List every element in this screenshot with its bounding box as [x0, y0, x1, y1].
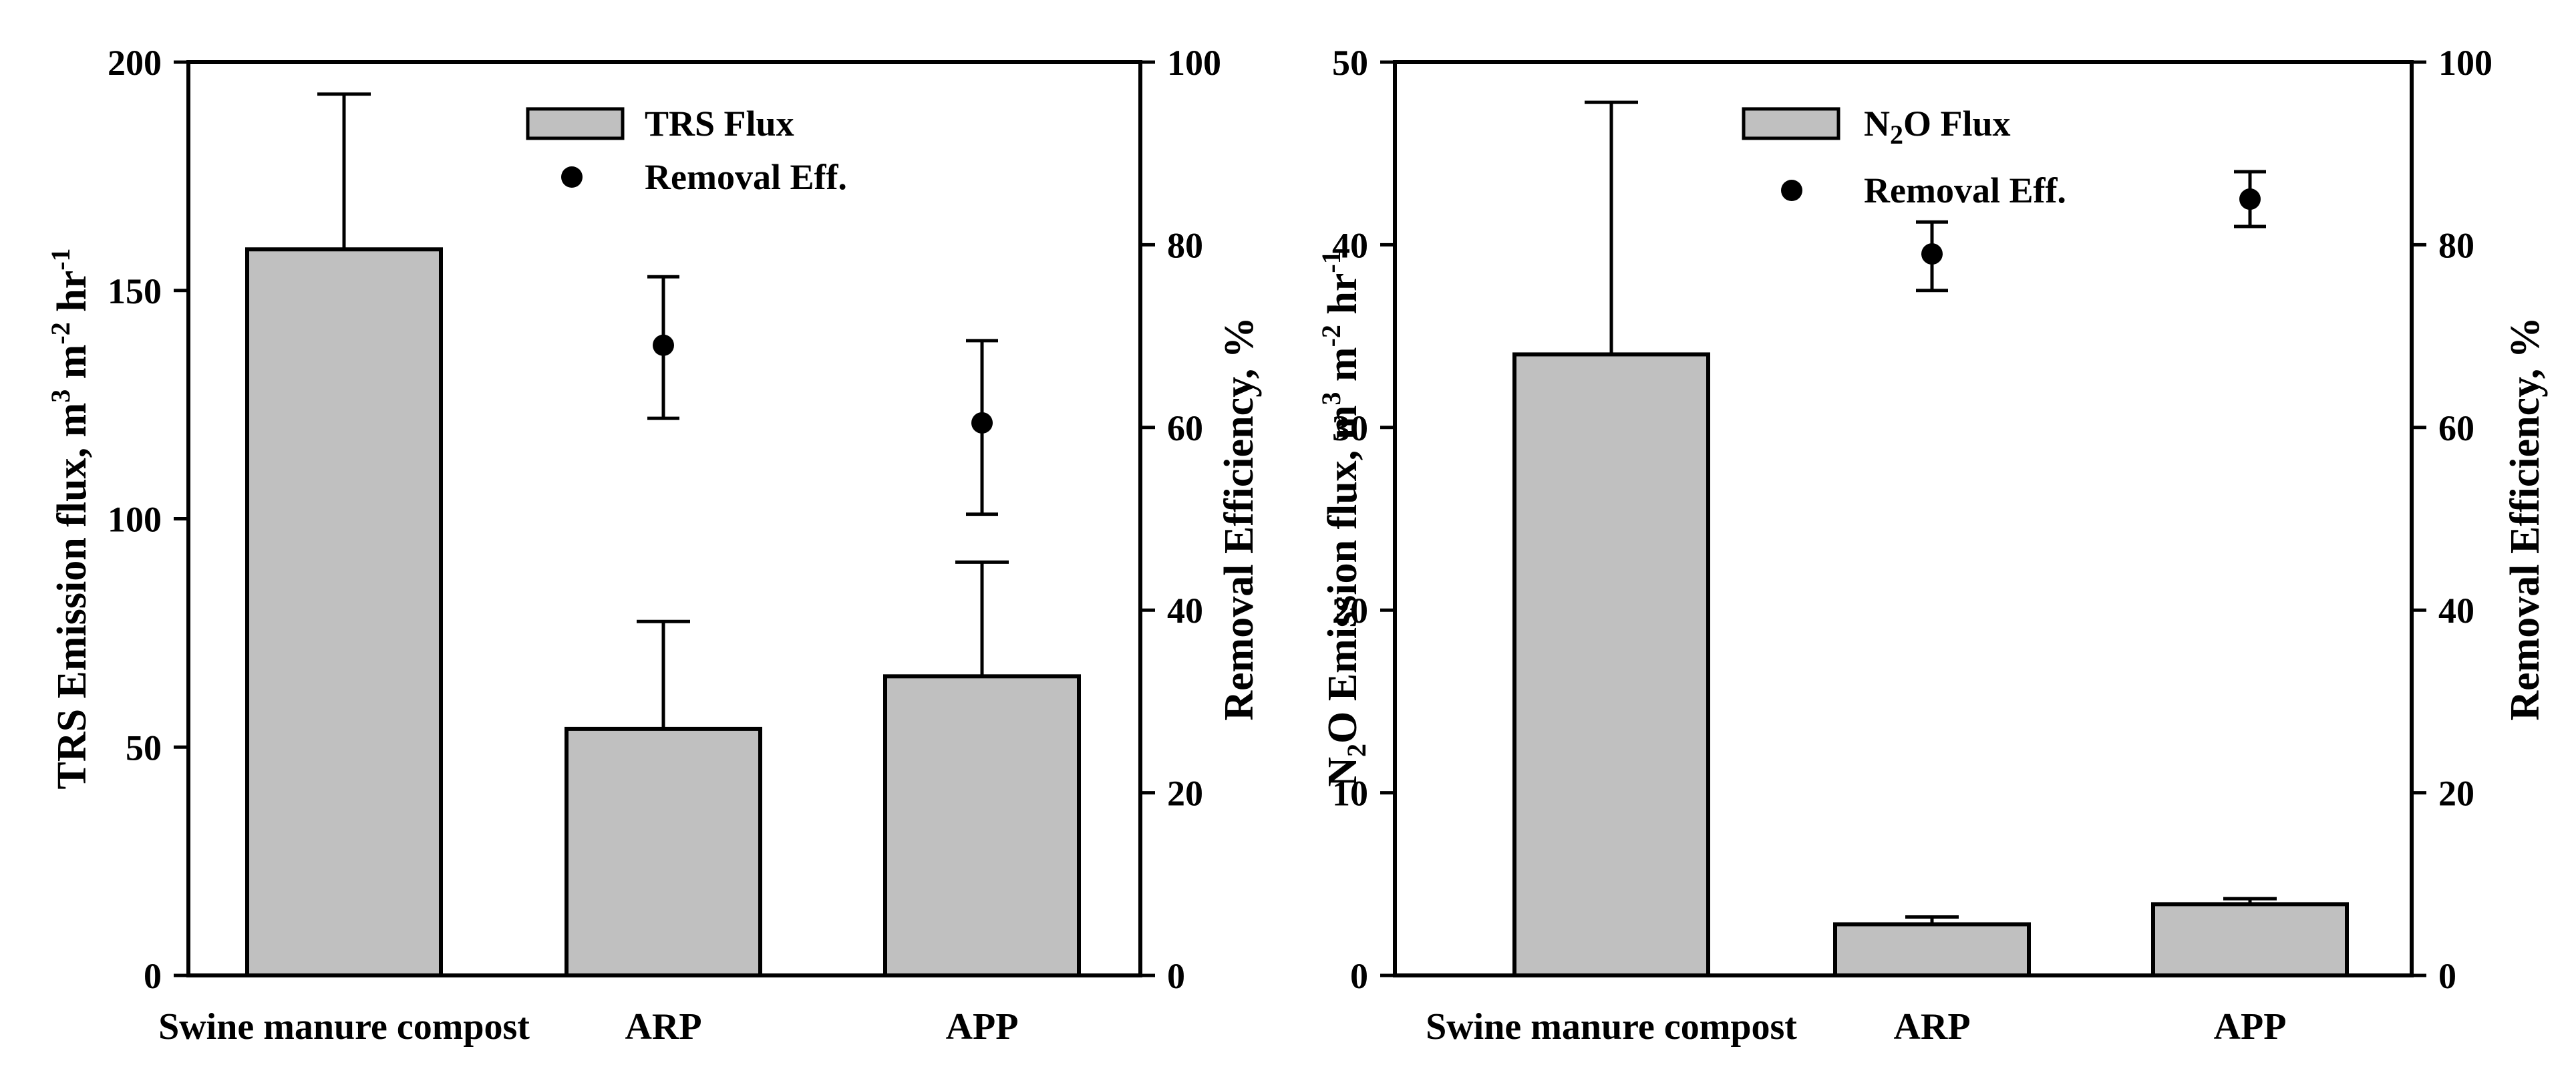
legend-bar-sub: 2: [1890, 120, 1903, 150]
y2-tick-label: 80: [1167, 225, 1203, 265]
y-label-main: TRS Emission flux, m: [49, 403, 95, 790]
legend-bar-swatch: [526, 107, 625, 140]
panel-1: 0 50 100 150 200 0 20 40 60 80 100 Swine manure com…: [45, 43, 1262, 1048]
y-label-sup: 3: [45, 390, 75, 403]
bar-2: [565, 726, 762, 978]
y2-tick-label: 60: [1167, 408, 1203, 448]
legend-point-marker: [1781, 180, 1802, 201]
y2-tick-label: 20: [1167, 774, 1203, 814]
category-label: ARP: [625, 1006, 701, 1048]
legend-bar-post: O Flux: [1903, 104, 2011, 144]
bar-3: [883, 674, 1081, 977]
y-tick-label: 0: [144, 956, 162, 996]
y2-tick-label: 80: [2438, 225, 2474, 265]
y-tick-label: 30: [1332, 408, 1368, 448]
legend-bar-label: TRS Flux: [645, 104, 794, 144]
removal-point-2: [653, 334, 674, 356]
bar-3: [2151, 902, 2349, 978]
y2-tick-label: 100: [2438, 43, 2492, 83]
bar-1: [245, 247, 443, 977]
y-label-unit: hr: [1320, 273, 1365, 325]
removal-point-3: [2239, 188, 2261, 210]
y-label-sub: 2: [1341, 744, 1372, 757]
y-tick-label: 40: [1332, 225, 1368, 265]
y-label-sup: -2: [45, 322, 75, 344]
category-label: ARP: [1893, 1006, 1970, 1048]
y-tick-label: 20: [1332, 591, 1368, 631]
legend-point-label: Removal Eff.: [1864, 170, 2066, 210]
category-label: Swine manure compost: [158, 1006, 530, 1048]
y-label-unit: m: [49, 345, 95, 390]
legend-bar-pre: N: [1864, 104, 1890, 144]
category-label: APP: [946, 1006, 1019, 1048]
y2-tick-label: 0: [2438, 956, 2456, 996]
y-tick-label: 10: [1332, 774, 1368, 814]
y-tick-label: 200: [108, 43, 162, 83]
y2-tick-label: 0: [1167, 956, 1185, 996]
category-label: APP: [2214, 1006, 2287, 1048]
y-tick-label: 100: [108, 500, 162, 540]
y2-tick-label: 40: [2438, 591, 2474, 631]
y2-axis-label: Removal Efficiency, %: [1217, 317, 1262, 720]
y-tick-label: 0: [1350, 956, 1368, 996]
y-label-sup: -1: [45, 248, 75, 270]
y2-tick-label: 60: [2438, 408, 2474, 448]
y-label-unit: m: [1320, 347, 1365, 392]
y-axis-label: TRS Emission flux, m3 m-2 hr-1: [45, 248, 95, 789]
bar-2: [1833, 922, 2031, 977]
plot-frame: [1393, 60, 2414, 977]
y2-tick-label: 100: [1167, 43, 1221, 83]
y-label-sup: -2: [1316, 325, 1346, 347]
y-label-sup: 3: [1316, 392, 1346, 406]
legend-bar-label: N2O Flux: [1864, 104, 2011, 150]
y-tick-label: 50: [1332, 43, 1368, 83]
removal-point-2: [1921, 243, 1943, 265]
legend-bar-text: TRS Flux: [645, 104, 794, 144]
y-label-unit: hr: [49, 271, 95, 323]
category-label: Swine manure compost: [1426, 1006, 1797, 1048]
y2-axis-label: Removal Efficiency, %: [2503, 317, 2548, 720]
y-label-sup: -1: [1316, 251, 1346, 273]
y2-tick-label: 40: [1167, 591, 1203, 631]
y-label-main: O Emission flux, m: [1320, 406, 1365, 744]
legend-point-marker: [561, 166, 583, 188]
legend-point-label: Removal Eff.: [645, 157, 847, 197]
y-label-pre: N: [1320, 757, 1365, 787]
panel-2: 0 10 20 30 40 50 0 20 40 60 80 100 Swine manure comp…: [1316, 43, 2548, 1048]
legend-bar-swatch: [1742, 107, 1840, 140]
removal-point-3: [971, 412, 993, 434]
y-axis-label: N2O Emission flux, m3 m-2 hr-1: [1316, 251, 1372, 787]
y2-tick-label: 20: [2438, 774, 2474, 814]
y-tick-label: 50: [126, 728, 162, 768]
y-tick-label: 150: [108, 271, 162, 311]
bar-1: [1512, 352, 1710, 977]
